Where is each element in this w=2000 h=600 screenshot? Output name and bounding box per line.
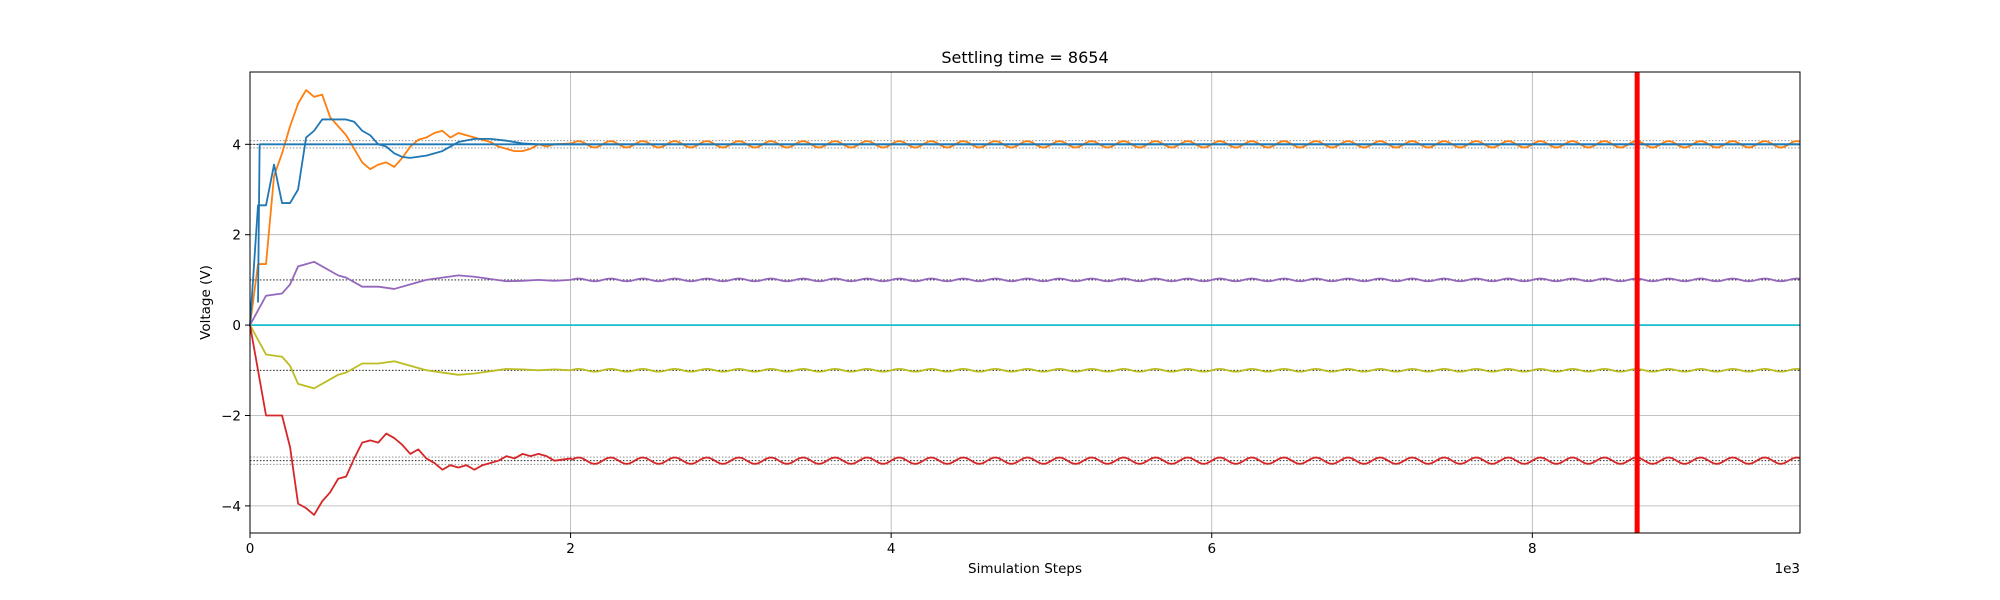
chart-title: Settling time = 8654 xyxy=(941,48,1108,67)
x-tick-label: 2 xyxy=(566,541,575,557)
axis-ticks: 0 2 4 6 8 −4 −2 0 2 4 xyxy=(221,137,1537,557)
y-axis-label: Voltage (V) xyxy=(198,265,214,340)
series-line xyxy=(257,143,1800,303)
x-axis-label: Simulation Steps xyxy=(968,561,1082,577)
x-tick-label: 4 xyxy=(887,541,896,557)
y-tick-label: 0 xyxy=(232,318,241,334)
series-line xyxy=(249,324,1800,390)
data-series xyxy=(249,89,1800,516)
x-axis-offset-label: 1e3 xyxy=(1775,561,1800,577)
y-tick-label: 4 xyxy=(232,137,241,153)
x-tick-label: 0 xyxy=(246,541,255,557)
y-tick-label: −2 xyxy=(221,408,241,424)
y-tick-label: −4 xyxy=(221,499,241,515)
series-line xyxy=(249,260,1800,326)
x-tick-label: 8 xyxy=(1528,541,1537,557)
series-line xyxy=(249,324,1800,516)
y-tick-label: 2 xyxy=(232,228,241,244)
x-tick-label: 6 xyxy=(1207,541,1216,557)
plot-frame xyxy=(249,71,1801,534)
